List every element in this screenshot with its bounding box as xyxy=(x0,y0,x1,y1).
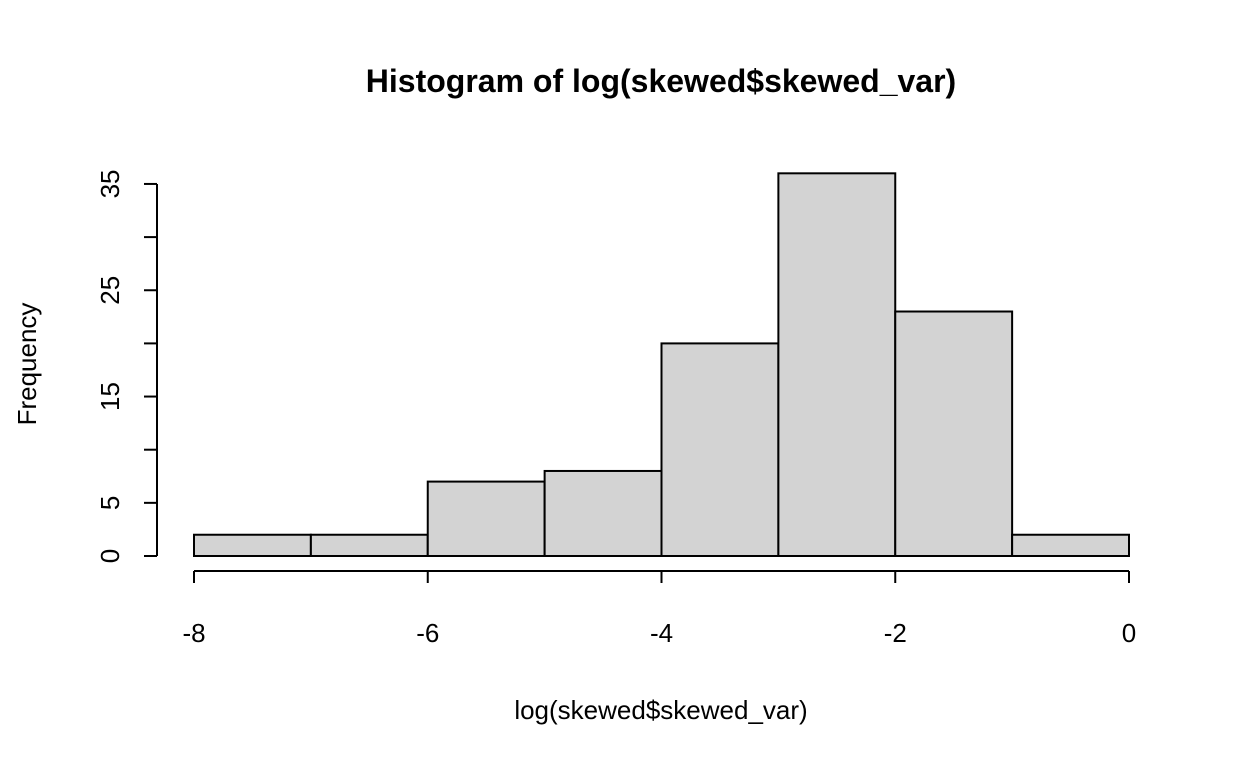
y-tick-label: 35 xyxy=(95,169,125,198)
bars-group xyxy=(193,172,1130,558)
chart-title: Histogram of log(skewed$skewed_var) xyxy=(366,63,956,99)
histogram-bar-0 xyxy=(193,533,312,557)
histogram-bar-4 xyxy=(660,342,780,557)
y-tick-label: 0 xyxy=(95,549,125,563)
x-tick-label: -8 xyxy=(182,618,205,648)
histogram-bar-1 xyxy=(309,533,429,557)
x-tick-label: -4 xyxy=(650,618,673,648)
x-tick-label: -2 xyxy=(884,618,907,648)
y-tick-label: 5 xyxy=(95,496,125,510)
y-axis-label: Frequency xyxy=(12,303,42,426)
histogram-bar-6 xyxy=(894,310,1014,558)
y-tick-label: 15 xyxy=(95,382,125,411)
x-tick-label: -6 xyxy=(416,618,439,648)
y-axis: 0 5 15 25 35 xyxy=(95,169,158,563)
x-axis-label: log(skewed$skewed_var) xyxy=(514,695,807,725)
x-axis: -8 -6 -4 -2 0 xyxy=(182,570,1136,648)
histogram-bar-7 xyxy=(1011,533,1130,557)
histogram-bar-5 xyxy=(777,172,897,557)
y-tick-label: 25 xyxy=(95,276,125,305)
histogram-bar-2 xyxy=(426,480,546,557)
x-tick-label: 0 xyxy=(1122,618,1136,648)
histogram-bar-3 xyxy=(543,469,663,557)
